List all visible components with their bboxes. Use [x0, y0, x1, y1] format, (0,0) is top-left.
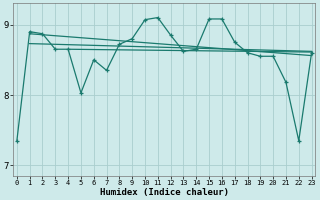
X-axis label: Humidex (Indice chaleur): Humidex (Indice chaleur)	[100, 188, 229, 197]
